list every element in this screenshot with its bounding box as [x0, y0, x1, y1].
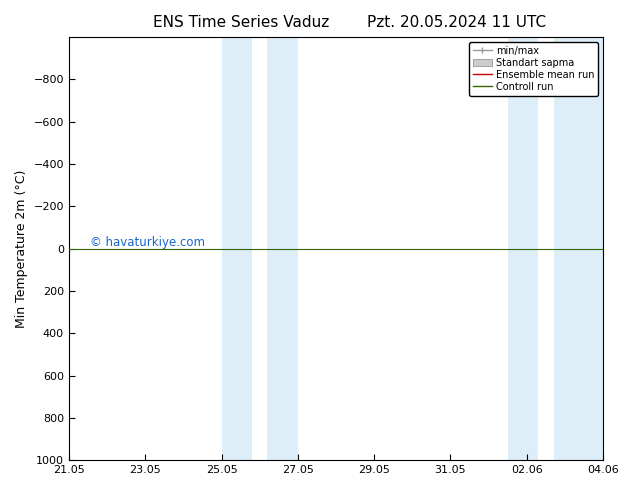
Legend: min/max, Standart sapma, Ensemble mean run, Controll run: min/max, Standart sapma, Ensemble mean r… — [469, 42, 598, 96]
Text: © havaturkiye.com: © havaturkiye.com — [90, 236, 205, 249]
Bar — [553, 37, 603, 460]
Bar — [508, 37, 538, 460]
Text: Pzt. 20.05.2024 11 UTC: Pzt. 20.05.2024 11 UTC — [367, 15, 546, 30]
Bar — [268, 37, 298, 460]
Y-axis label: Min Temperature 2m (°C): Min Temperature 2m (°C) — [15, 170, 28, 328]
Bar — [221, 37, 252, 460]
Text: ENS Time Series Vaduz: ENS Time Series Vaduz — [153, 15, 329, 30]
